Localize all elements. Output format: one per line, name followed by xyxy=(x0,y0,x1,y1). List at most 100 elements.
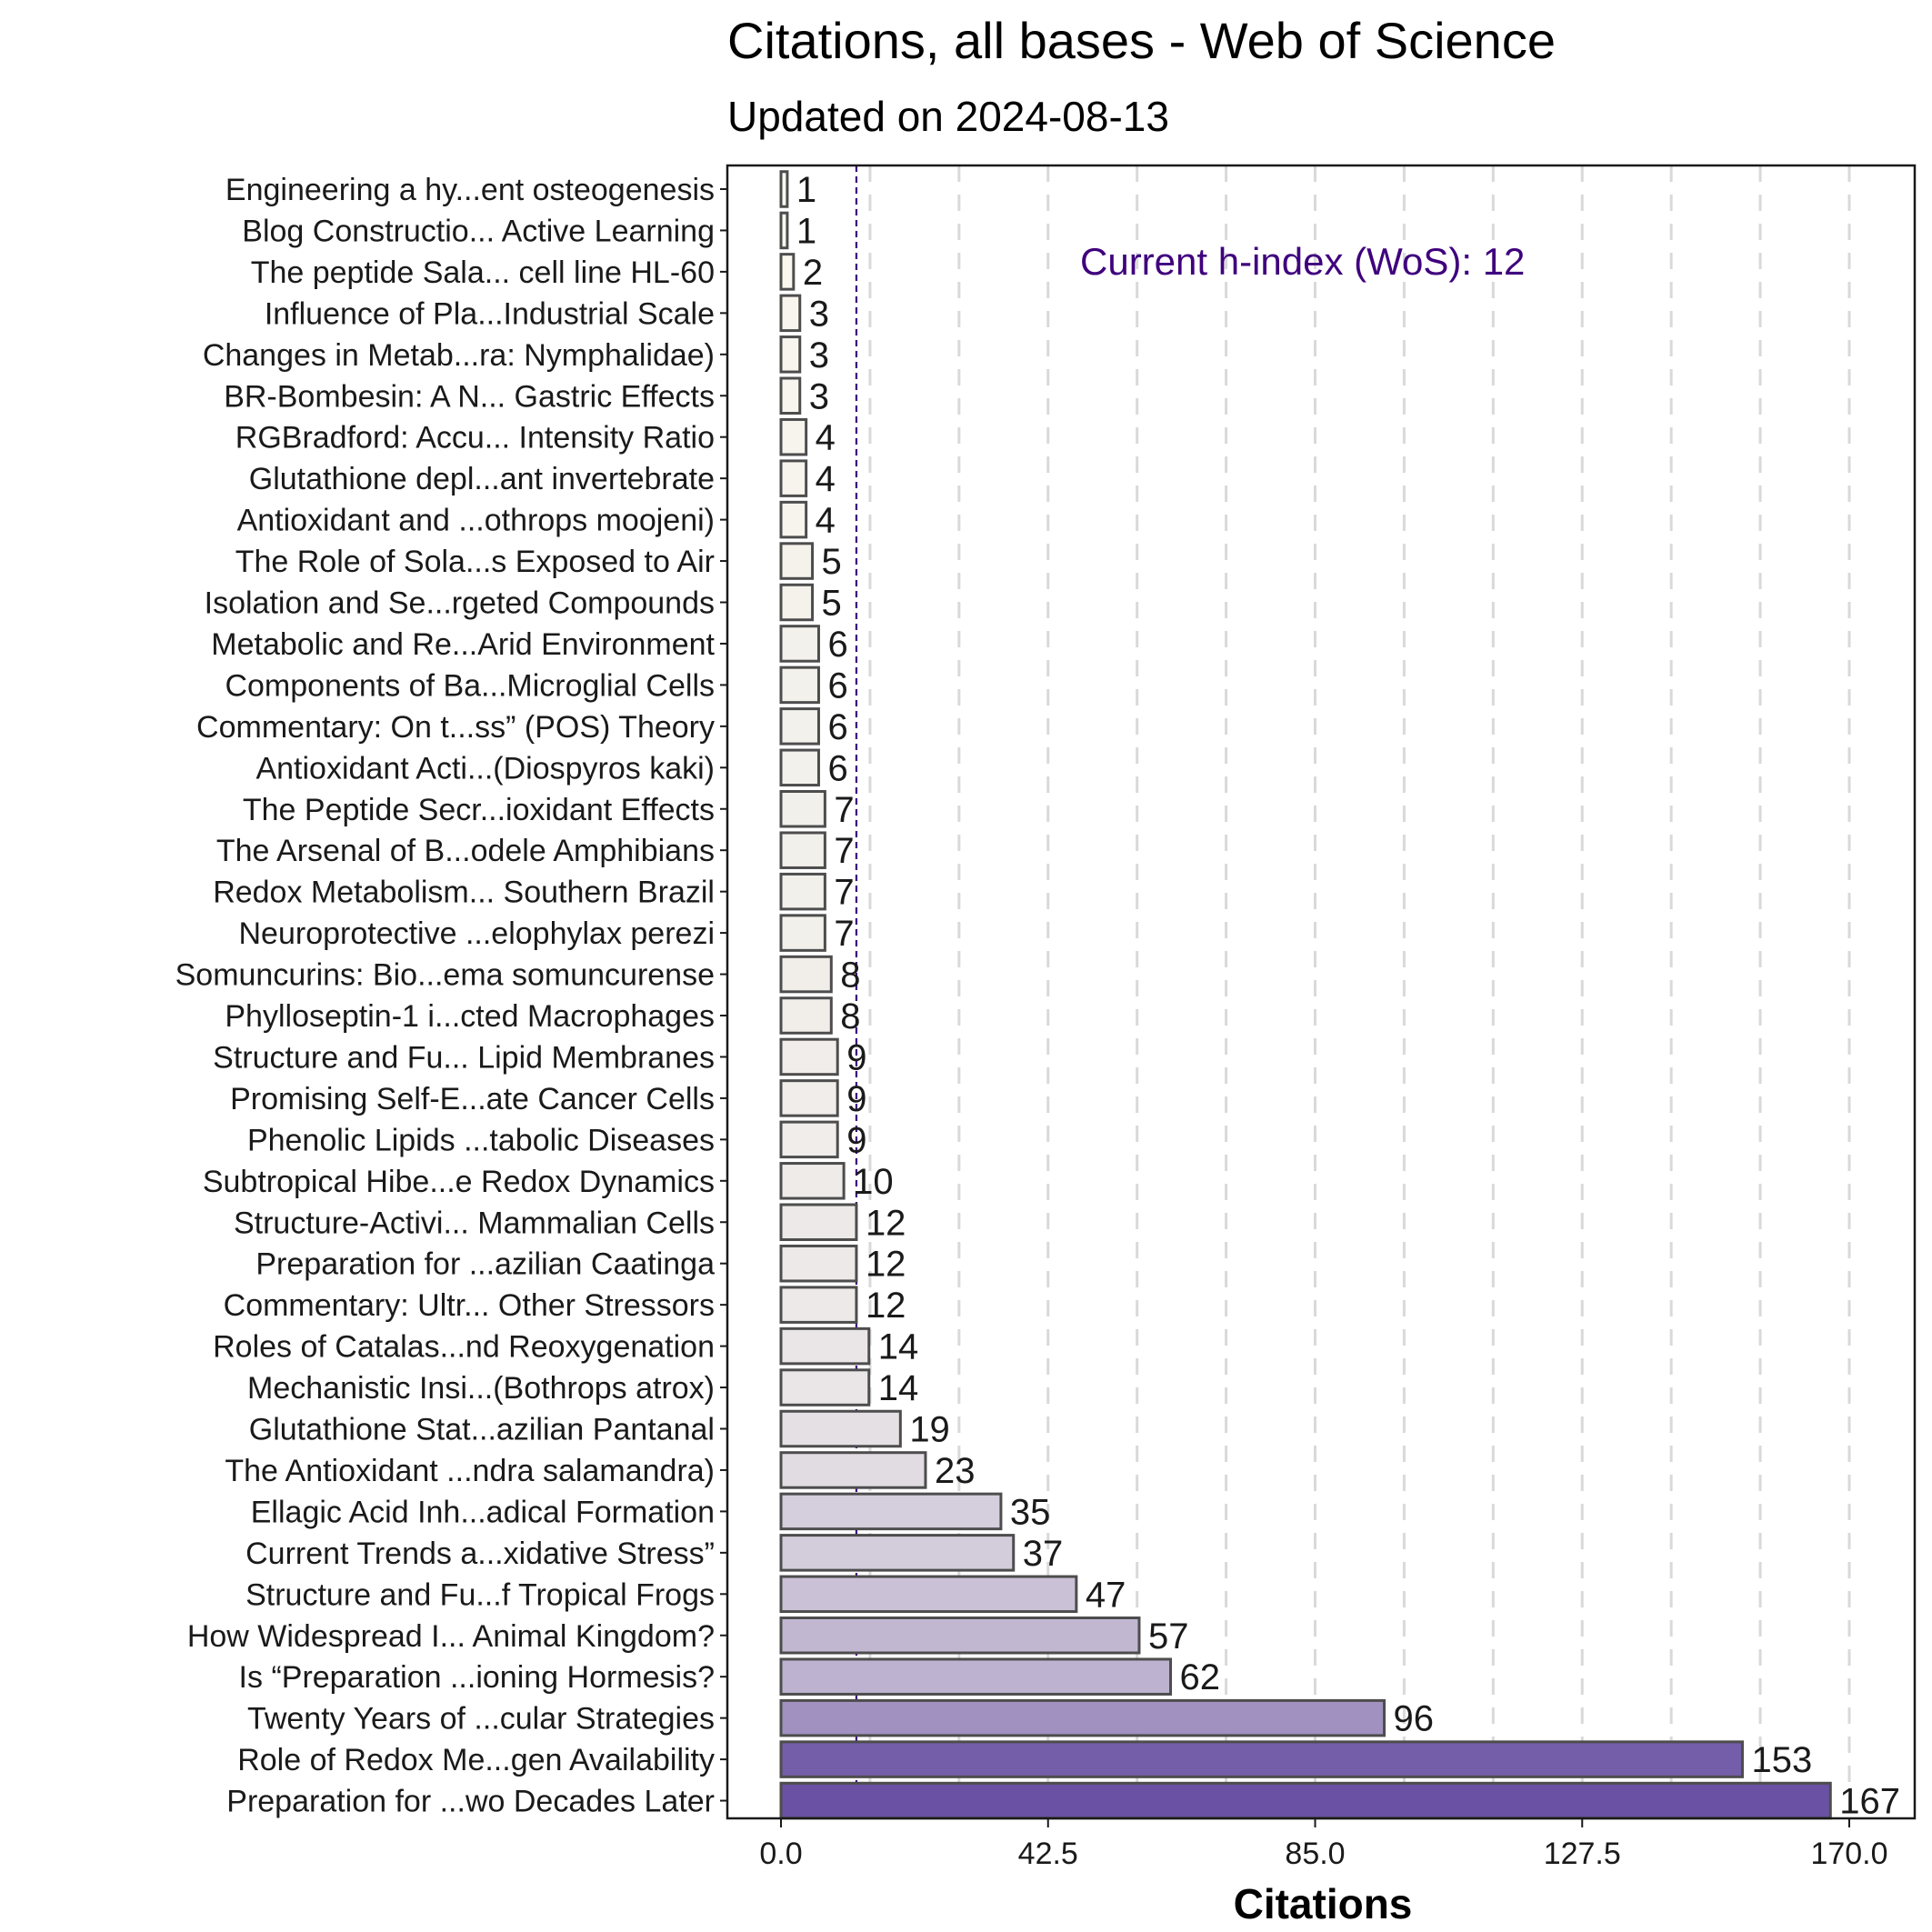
bar xyxy=(779,1079,839,1117)
bar xyxy=(779,748,820,787)
bar xyxy=(779,1740,1744,1778)
value-label: 10 xyxy=(853,1162,894,1202)
bar xyxy=(779,1244,858,1283)
value-label: 7 xyxy=(834,914,854,954)
bar xyxy=(779,1575,1078,1614)
category-label: Mechanistic Insi...(Bothrops atrox) xyxy=(247,1371,715,1406)
bar xyxy=(779,417,808,456)
category-label: Antioxidant and ...othrops moojeni) xyxy=(237,504,715,538)
bar xyxy=(779,1657,1173,1696)
bar xyxy=(779,1781,1832,1820)
value-label: 96 xyxy=(1394,1699,1435,1739)
category-label: Components of Ba...Microglial Cells xyxy=(225,668,715,703)
value-label: 4 xyxy=(816,459,836,499)
value-label: 6 xyxy=(827,707,847,747)
value-label: 8 xyxy=(840,996,860,1036)
value-label: 37 xyxy=(1023,1534,1064,1574)
bar xyxy=(779,583,815,622)
value-label: 3 xyxy=(809,376,829,416)
category-label: Preparation for ...wo Decades Later xyxy=(226,1785,715,1819)
category-label: Promising Self-E...ate Cancer Cells xyxy=(230,1082,715,1116)
bar xyxy=(779,459,808,497)
category-label: Structure-Activi... Mammalian Cells xyxy=(234,1206,715,1240)
bar xyxy=(779,831,826,869)
bar xyxy=(779,500,808,539)
bar xyxy=(779,955,833,994)
category-label: Structure and Fu...f Tropical Frogs xyxy=(245,1577,715,1612)
category-label: The peptide Sala... cell line HL-60 xyxy=(251,255,715,290)
x-tick-label: 42.5 xyxy=(1018,1837,1078,1871)
value-label: 12 xyxy=(866,1203,906,1243)
plot-frame xyxy=(726,164,1917,1820)
value-label: 1 xyxy=(796,170,816,210)
bar xyxy=(779,335,802,374)
category-label: Structure and Fu... Lipid Membranes xyxy=(213,1040,715,1075)
value-label: 35 xyxy=(1010,1492,1051,1532)
value-label: 7 xyxy=(834,790,854,830)
bar xyxy=(779,1037,839,1076)
value-label: 7 xyxy=(834,831,854,871)
bar xyxy=(779,625,820,663)
x-tick-label: 127.5 xyxy=(1544,1837,1621,1871)
category-label: Is “Preparation ...ioning Hormesis? xyxy=(239,1660,715,1695)
category-label: Glutathione Stat...azilian Pantanal xyxy=(249,1413,715,1447)
value-label: 9 xyxy=(846,1120,866,1160)
category-label: Influence of Pla...Industrial Scale xyxy=(265,296,715,331)
category-label: The Antioxidant ...ndra salamandra) xyxy=(225,1454,715,1488)
category-label: BR-Bombesin: A N... Gastric Effects xyxy=(224,379,715,414)
category-label: Phenolic Lipids ...tabolic Diseases xyxy=(247,1123,715,1157)
category-label: The Peptide Secr...ioxidant Effects xyxy=(243,793,715,827)
category-label: Phylloseptin-1 i...cted Macrophages xyxy=(225,999,715,1034)
h-index-annotation: Current h-index (WoS): 12 xyxy=(1080,240,1525,283)
value-label: 8 xyxy=(840,956,860,996)
value-label: 12 xyxy=(866,1286,906,1326)
value-label: 57 xyxy=(1148,1617,1189,1657)
value-label: 2 xyxy=(803,253,823,293)
bar xyxy=(779,790,826,828)
category-label: Blog Constructio... Active Learning xyxy=(242,214,715,248)
bar xyxy=(779,376,802,415)
value-label: 167 xyxy=(1839,1782,1900,1822)
x-axis-label: Citations xyxy=(1234,1880,1413,1927)
bar xyxy=(779,1368,871,1406)
chart-subtitle: Updated on 2024-08-13 xyxy=(727,93,1169,140)
category-label: Commentary: Ultr... Other Stressors xyxy=(224,1288,715,1323)
value-label: 62 xyxy=(1180,1657,1221,1697)
bar xyxy=(779,666,820,705)
bar xyxy=(779,872,826,911)
bar xyxy=(779,1120,839,1159)
bar xyxy=(779,707,820,746)
bar xyxy=(779,1162,846,1200)
x-axis-ticks: 0.0 42.5 85.0 127.5 170.0 xyxy=(759,1818,1888,1871)
value-label: 9 xyxy=(846,1079,866,1119)
bar xyxy=(779,996,833,1035)
bar xyxy=(779,542,815,580)
x-tick-label: 85.0 xyxy=(1285,1837,1345,1871)
category-label: Commentary: On t...ss” (POS) Theory xyxy=(196,710,715,745)
bar xyxy=(779,294,802,333)
category-label: RGBradford: Accu... Intensity Ratio xyxy=(235,421,715,455)
category-label: The Arsenal of B...odele Amphibians xyxy=(216,834,715,868)
category-label: Metabolic and Re...Arid Environment xyxy=(211,627,715,662)
bar xyxy=(779,1617,1141,1655)
bar xyxy=(779,1492,1003,1531)
category-label: How Widespread I... Animal Kingdom? xyxy=(187,1619,715,1654)
category-label: Subtropical Hibe...e Redox Dynamics xyxy=(203,1165,715,1199)
category-label: Antioxidant Acti...(Diospyros kaki) xyxy=(255,751,715,786)
value-label: 153 xyxy=(1752,1740,1813,1780)
category-label: Somuncurins: Bio...ema somuncurense xyxy=(175,958,715,993)
bar xyxy=(779,253,796,291)
value-labels: 1123334445566667777889991012121214141923… xyxy=(796,170,1900,1822)
value-label: 19 xyxy=(909,1410,949,1450)
value-label: 5 xyxy=(822,584,842,624)
value-label: 23 xyxy=(935,1451,976,1491)
bar xyxy=(779,170,789,208)
value-label: 5 xyxy=(822,542,842,582)
bar xyxy=(779,1451,927,1489)
x-tick-label: 0.0 xyxy=(759,1837,802,1871)
value-label: 3 xyxy=(809,335,829,375)
value-label: 14 xyxy=(878,1368,919,1408)
category-label: Preparation for ...azilian Caatinga xyxy=(255,1247,715,1282)
bar xyxy=(779,1286,858,1324)
category-label: Redox Metabolism... Southern Brazil xyxy=(213,876,715,910)
